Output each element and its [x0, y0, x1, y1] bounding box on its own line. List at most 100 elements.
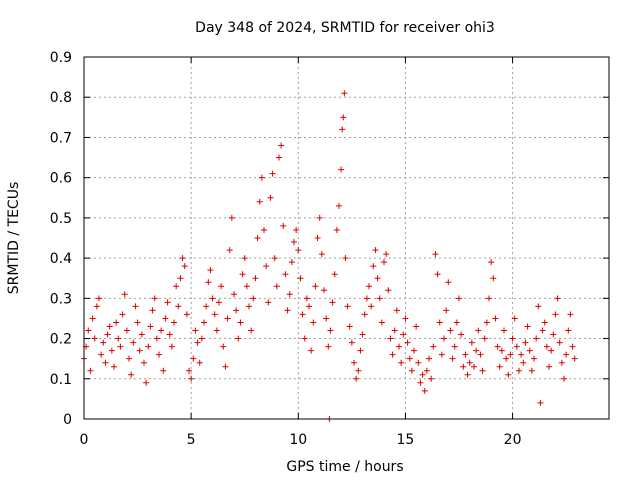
data-point: [432, 251, 439, 258]
data-point: [222, 363, 229, 370]
y-tick-label: 0.6: [50, 171, 72, 187]
data-point: [387, 335, 394, 342]
data-point: [316, 214, 323, 221]
data-point: [344, 303, 351, 310]
data-point: [226, 247, 233, 254]
data-point: [153, 335, 160, 342]
data-point: [196, 359, 203, 366]
data-point: [434, 271, 441, 278]
data-point: [381, 259, 387, 266]
data-point: [166, 331, 173, 338]
data-point: [408, 367, 415, 374]
data-point: [151, 295, 158, 302]
data-point: [138, 331, 145, 338]
data-point: [108, 347, 115, 354]
data-point: [471, 363, 477, 370]
data-point: [400, 331, 407, 338]
data-point: [211, 311, 218, 318]
data-point: [102, 359, 109, 366]
data-point: [128, 371, 135, 378]
data-point: [192, 327, 199, 334]
data-point: [421, 387, 428, 394]
data-point: [548, 347, 555, 354]
grid-layer: [84, 57, 609, 419]
data-point: [194, 339, 201, 346]
data-point: [535, 303, 542, 310]
data-point: [136, 347, 143, 354]
data-point: [524, 323, 531, 330]
data-point: [87, 367, 94, 374]
data-point: [252, 275, 259, 282]
data-point: [503, 355, 510, 362]
x-axis-label: GPS time / hours: [286, 459, 403, 475]
data-point: [340, 114, 347, 121]
data-point: [460, 363, 467, 370]
data-point: [541, 319, 548, 326]
x-tick-label: 15: [397, 432, 415, 448]
data-point: [291, 239, 297, 246]
data-point: [558, 359, 565, 366]
data-point: [188, 375, 195, 382]
data-point: [280, 222, 287, 229]
data-point: [481, 335, 488, 342]
data-point: [453, 319, 460, 326]
data-point: [348, 339, 355, 346]
data-point: [507, 351, 514, 358]
ticks-layer: [83, 56, 609, 420]
data-point: [228, 214, 235, 221]
data-point: [528, 367, 535, 374]
y-tick-label: 0.8: [50, 90, 72, 106]
data-point: [361, 311, 368, 318]
data-point: [522, 339, 529, 346]
data-point: [556, 339, 563, 346]
data-point: [301, 335, 308, 342]
data-point: [565, 327, 572, 334]
data-point: [466, 359, 473, 366]
x-tick-label: 0: [80, 432, 89, 448]
data-point: [443, 307, 450, 314]
data-point: [494, 343, 501, 350]
data-point: [186, 367, 192, 374]
data-point: [113, 319, 120, 326]
data-point: [336, 202, 342, 209]
data-point: [231, 291, 237, 298]
data-point: [173, 283, 180, 290]
data-point: [368, 303, 375, 310]
data-point: [250, 295, 257, 302]
data-point: [126, 355, 132, 362]
data-point: [329, 299, 336, 306]
data-point: [505, 371, 512, 378]
data-point: [288, 259, 295, 266]
data-point: [498, 347, 505, 354]
data-point: [391, 327, 398, 334]
data-point: [511, 315, 518, 322]
data-point: [254, 235, 261, 241]
data-point: [175, 303, 182, 310]
data-point: [190, 355, 197, 362]
data-point: [372, 247, 379, 254]
data-point: [464, 371, 471, 378]
data-point: [132, 303, 139, 310]
data-point: [282, 271, 289, 278]
data-point: [278, 142, 285, 149]
data-point: [563, 351, 570, 358]
data-point: [106, 323, 113, 330]
y-tick-label: 0.7: [50, 130, 72, 146]
data-point: [389, 351, 396, 358]
data-point: [164, 299, 171, 306]
data-point: [205, 279, 212, 286]
data-point: [413, 323, 420, 330]
data-point: [209, 295, 216, 302]
data-point: [100, 339, 107, 346]
data-point: [441, 335, 447, 342]
data-point: [492, 315, 499, 322]
data-point: [462, 351, 469, 358]
data-point: [213, 327, 220, 334]
data-point: [374, 275, 381, 282]
data-point: [331, 271, 338, 278]
data-point: [293, 226, 300, 233]
data-point: [297, 275, 304, 282]
data-point: [402, 315, 409, 322]
data-point: [423, 367, 430, 374]
